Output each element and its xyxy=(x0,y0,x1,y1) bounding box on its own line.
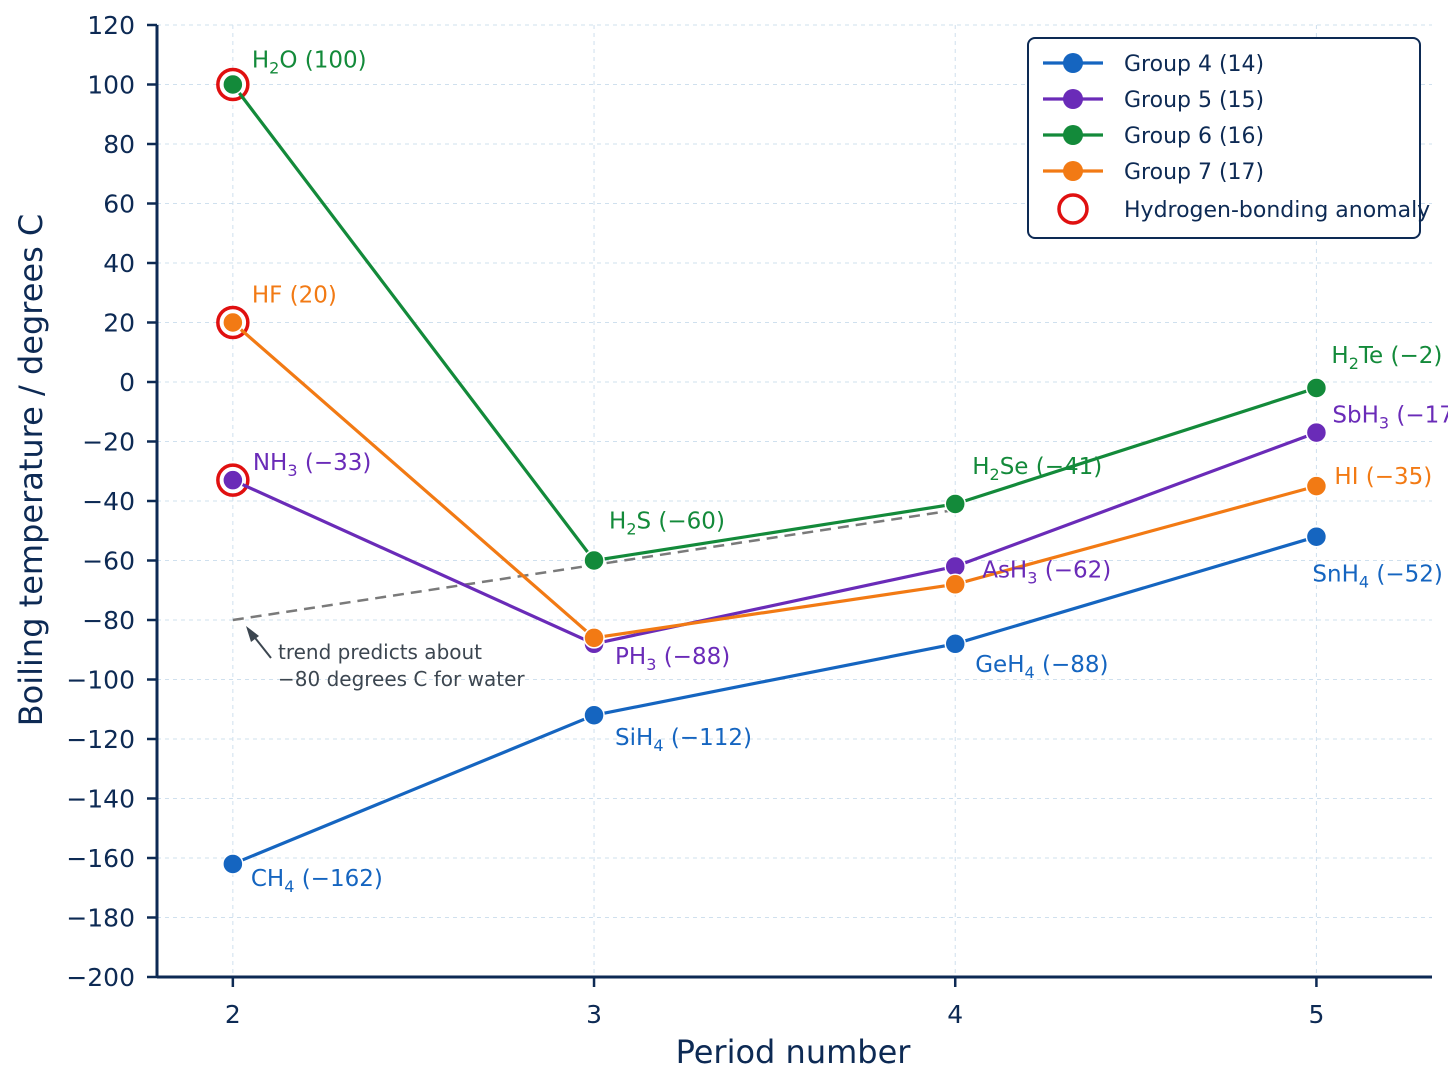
legend-swatch-marker xyxy=(1063,53,1083,73)
series-point xyxy=(1305,377,1328,399)
data-label: CH4 (−162) xyxy=(251,866,383,896)
series-point xyxy=(1305,421,1328,444)
legend-entry-label: Group 7 (17) xyxy=(1124,160,1264,185)
series-point xyxy=(944,633,966,655)
y-axis-title: Boiling temperature / degrees C xyxy=(12,214,50,727)
legend-swatch-marker xyxy=(1063,161,1083,181)
x-tick-label: 4 xyxy=(947,1000,963,1029)
y-tick-label: 100 xyxy=(87,71,135,100)
y-tick-label: −120 xyxy=(66,725,135,754)
legend-anomaly-marker xyxy=(1057,193,1089,225)
y-tick-label: −20 xyxy=(82,428,135,457)
series-point xyxy=(583,704,605,726)
y-tick-label: −160 xyxy=(66,844,135,873)
y-tick-label: −60 xyxy=(82,547,135,576)
data-label: NH3 (−33) xyxy=(253,450,371,480)
series-point xyxy=(222,73,244,96)
x-tick-label: 3 xyxy=(586,1000,602,1029)
y-tick-label: 60 xyxy=(103,190,135,219)
y-tick-label: 0 xyxy=(119,368,135,397)
data-label: SbH3 (−17) xyxy=(1332,403,1448,433)
annotation-line-1: trend predicts about xyxy=(278,640,482,664)
y-tick-label: 80 xyxy=(103,130,135,159)
series-line xyxy=(232,431,1317,646)
data-label: H2Te (−2) xyxy=(1331,343,1442,373)
series-point xyxy=(583,627,605,649)
legend-entry-label: Group 6 (16) xyxy=(1124,124,1264,149)
data-label: HI (−35) xyxy=(1334,464,1432,490)
data-label: H2O (100) xyxy=(252,48,367,78)
series-point xyxy=(222,853,244,875)
legend-entry-label: Hydrogen-bonding anomaly xyxy=(1124,198,1430,223)
y-tick-label: −100 xyxy=(66,666,135,695)
y-tick-label: 40 xyxy=(103,249,135,278)
x-axis-title: Period number xyxy=(676,1033,912,1071)
series-lines xyxy=(216,67,1328,875)
y-tick-label: −80 xyxy=(82,606,135,635)
y-tick-label: 120 xyxy=(87,11,135,40)
data-label: H2S (−60) xyxy=(609,509,725,539)
y-tick-label: −40 xyxy=(82,487,135,516)
legend: Group 4 (14) Group 5 (15) Group 6 (16) Grou… xyxy=(1027,37,1430,239)
legend-box xyxy=(1027,37,1421,239)
data-label: H2Se (−41) xyxy=(972,454,1102,484)
series-point xyxy=(222,469,244,491)
series-point xyxy=(222,311,244,334)
series-point xyxy=(944,573,966,596)
legend-swatch-marker xyxy=(1063,89,1083,109)
legend-entry-label: Group 4 (14) xyxy=(1124,52,1264,77)
legend-swatch-marker xyxy=(1063,125,1083,145)
data-labels: CH4 (−162) SiH4 (−112) GeH4 (−88) SnH4 (−52… xyxy=(251,48,1448,896)
x-tick-label: 5 xyxy=(1308,1000,1324,1029)
series-point xyxy=(944,493,966,515)
data-label: SiH4 (−112) xyxy=(615,725,752,755)
y-tick-label: 20 xyxy=(103,309,135,338)
legend-entry-label: Group 5 (15) xyxy=(1124,88,1264,113)
series-line xyxy=(232,535,1317,866)
x-tick-label: 2 xyxy=(225,1000,241,1029)
annotation-arrowhead xyxy=(246,626,259,642)
series-point xyxy=(583,549,605,572)
data-label: AsH3 (−62) xyxy=(982,557,1111,587)
data-label: PH3 (−88) xyxy=(615,644,730,674)
y-tick-label: −200 xyxy=(66,963,135,992)
series-point xyxy=(1305,525,1328,548)
series-point xyxy=(944,555,966,578)
y-tick-label: −180 xyxy=(66,904,135,933)
data-label: HF (20) xyxy=(252,283,337,309)
axes: 120 100 80 60 40 20 0 −20 −40 −60 −80 −100 −120 −140 −… xyxy=(66,11,1432,1029)
series-line xyxy=(231,321,1317,640)
annotation-line-2: −80 degrees C for water xyxy=(278,667,525,691)
data-label: GeH4 (−88) xyxy=(975,652,1108,682)
data-label: SnH4 (−52) xyxy=(1312,562,1442,592)
y-tick-label: −140 xyxy=(66,785,135,814)
annotation: trend predicts about −80 degrees C for w… xyxy=(278,640,525,691)
series-line xyxy=(231,83,1317,563)
series-point xyxy=(1305,475,1328,497)
